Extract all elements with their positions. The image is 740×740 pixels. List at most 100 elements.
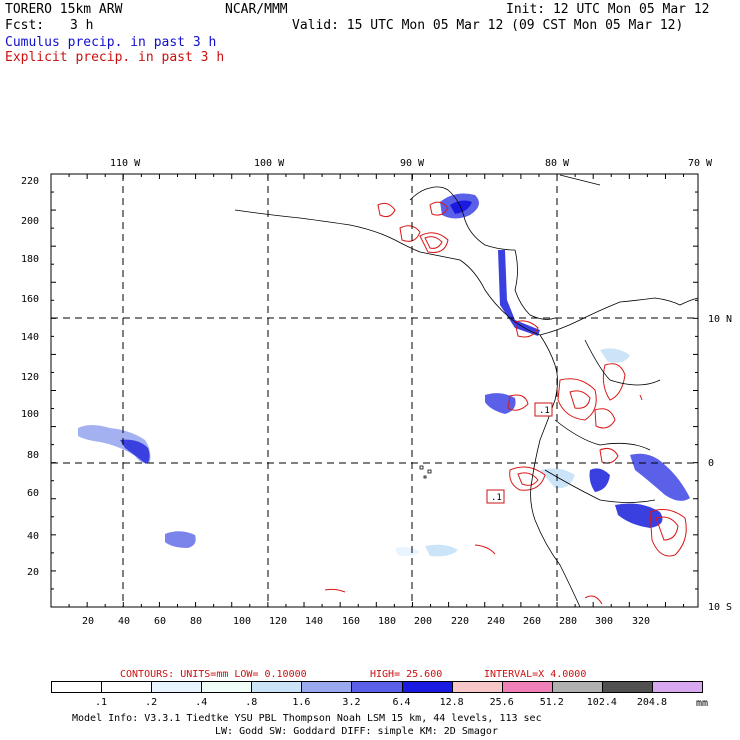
colorbar-cell [51, 681, 103, 693]
y-tick-label: 140 [21, 332, 40, 343]
coastline-cuba [559, 174, 601, 186]
coastline-south-america-west [530, 334, 581, 608]
model-title: TORERO 15km ARW [5, 2, 123, 17]
colorbar-label: 1.6 [292, 697, 311, 708]
coastline-galapagos-1 [419, 465, 424, 470]
x-tick-label: 160 [342, 616, 361, 627]
colorbar-label: 204.8 [636, 697, 667, 708]
lat-label-10n: 10 N [708, 314, 733, 325]
lon-label-90w: 90 W [400, 158, 425, 169]
lat-label-10s: 10 S [708, 602, 733, 613]
contour-info: CONTOURS: UNITS=mm LOW= 0.10000 [120, 669, 307, 680]
low-marker-box-2 [486, 489, 505, 504]
valid-time: Valid: 15 UTC Mon 05 Mar 12 (09 CST Mon … [292, 18, 684, 33]
physics-info: LW: Godd SW: Goddard DIFF: simple KM: 2D… [215, 726, 498, 737]
colorbar-label: 51.2 [539, 697, 564, 708]
colorbar-cell [551, 681, 603, 693]
x-tick-label: 120 [269, 616, 288, 627]
axis-ticks [51, 174, 698, 607]
x-tick-label: 180 [378, 616, 397, 627]
y-tick-label: 200 [21, 216, 40, 227]
fcst-label: Fcst: [5, 18, 45, 33]
lon-label-110w: 110 W [110, 158, 141, 169]
coastline-mexico-pacific [234, 209, 541, 336]
lat-label-0: 0 [708, 458, 715, 469]
y-tick-label: 220 [21, 176, 40, 187]
x-tick-label: 300 [595, 616, 614, 627]
map-frame [50, 173, 699, 608]
cumulus-precip-fields [78, 193, 690, 557]
colorbar-label: .1 [95, 697, 108, 708]
contour-interval: INTERVAL=X 4.0000 [484, 669, 587, 680]
colorbar-cell [601, 681, 653, 693]
coastline-central-america-caribbean [514, 249, 556, 320]
colorbar-cell [151, 681, 203, 693]
precip-field-pacific-west [78, 425, 151, 464]
y-tick-label: 100 [21, 409, 40, 420]
colorbar-unit: mm [696, 698, 709, 709]
x-tick-label: 60 [154, 616, 167, 627]
org-label: NCAR/MMM [225, 2, 288, 17]
colorbar-cell [651, 681, 703, 693]
x-tick-label: 320 [632, 616, 651, 627]
precip-field-pacific-west-core [120, 439, 150, 464]
coastline-south-america-north [539, 297, 699, 336]
precip-field-amazon [630, 453, 690, 501]
precip-field-isthmus [498, 250, 540, 336]
border-countries-1 [584, 339, 661, 386]
colorbar-label: 6.4 [392, 697, 411, 708]
x-tick-label: 200 [414, 616, 433, 627]
x-tick-label: 100 [233, 616, 252, 627]
x-tick-label: 280 [559, 616, 578, 627]
border-countries-2 [554, 419, 651, 451]
colorbar-cell [251, 681, 303, 693]
cumulus-legend: Cumulus precip. in past 3 h [5, 35, 217, 50]
lat-lon-grid [51, 174, 698, 607]
fcst-value: 3 h [70, 18, 94, 33]
coastlines [234, 174, 699, 608]
colorbar-cell [351, 681, 403, 693]
colorbar-cell [451, 681, 503, 693]
colorbar-label: .4 [195, 697, 208, 708]
y-tick-label: 120 [21, 372, 40, 383]
x-tick-label: 80 [190, 616, 203, 627]
y-tick-label: 60 [27, 488, 40, 499]
x-tick-label: 240 [487, 616, 506, 627]
colorbar-cell [201, 681, 253, 693]
low-marker-1: .1 [539, 406, 550, 416]
y-tick-label: 160 [21, 294, 40, 305]
lon-label-100w: 100 W [254, 158, 285, 169]
lon-label-70w: 70 W [688, 158, 713, 169]
colorbar-cell [101, 681, 153, 693]
colorbar-label: .2 [145, 697, 158, 708]
colorbar-cell [401, 681, 453, 693]
y-tick-label: 40 [27, 531, 40, 542]
coastline-yucatan [409, 186, 516, 251]
x-tick-label: 140 [305, 616, 324, 627]
model-info: Model Info: V3.3.1 Tiedtke YSU PBL Thomp… [72, 713, 542, 724]
low-marker-box-1 [534, 402, 553, 417]
coastline-galapagos-3 [423, 475, 427, 479]
init-time: Init: 12 UTC Mon 05 Mar 12 [506, 2, 710, 17]
precip-field-pacific-s [425, 544, 458, 557]
border-countries-3 [544, 469, 656, 503]
x-tick-label: 220 [451, 616, 470, 627]
colorbar-cell [501, 681, 553, 693]
precip-field-pacific-sw [165, 531, 196, 548]
explicit-legend: Explicit precip. in past 3 h [5, 50, 225, 65]
precip-field-venezuela [600, 348, 630, 363]
precip-field-colombia-interior [589, 468, 610, 492]
contour-high: HIGH= 25.600 [370, 669, 443, 680]
x-tick-label: 40 [118, 616, 131, 627]
colorbar-label: .8 [245, 697, 258, 708]
colorbar-label: 12.8 [439, 697, 464, 708]
x-tick-label: 260 [523, 616, 542, 627]
x-tick-label: 20 [82, 616, 95, 627]
colorbar-label: 102.4 [586, 697, 617, 708]
colorbar-cell [301, 681, 353, 693]
colorbar-label: 25.6 [489, 697, 514, 708]
y-tick-label: 20 [27, 567, 40, 578]
colorbar-label: 3.2 [342, 697, 361, 708]
precip-field-pacific-light [395, 547, 420, 556]
